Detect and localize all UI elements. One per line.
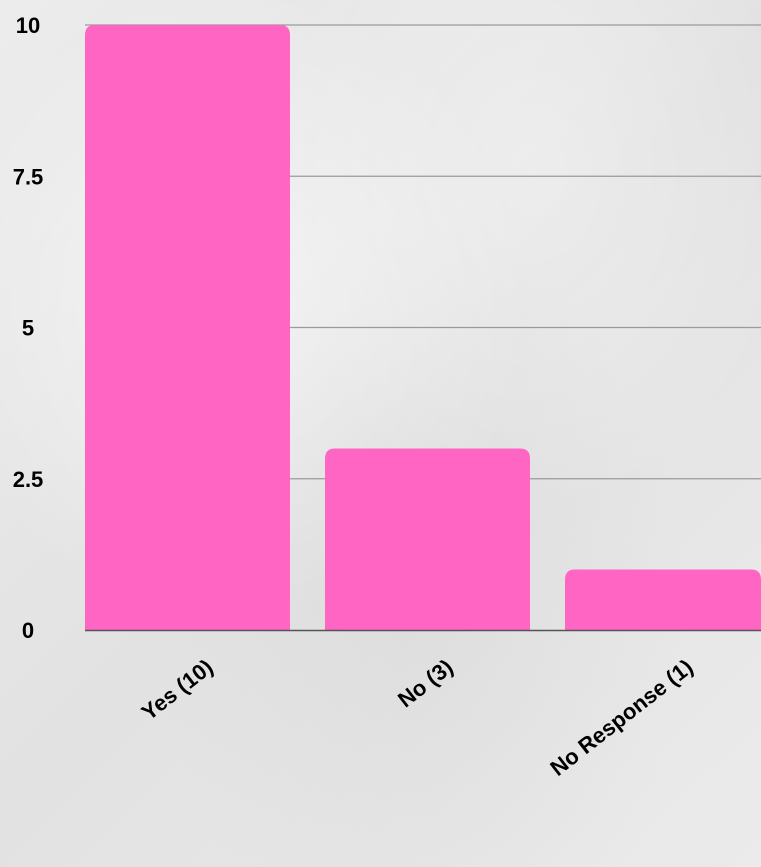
y-tick-labels: 0 2.5 5 7.5 10: [13, 13, 44, 643]
bar: [565, 569, 761, 630]
y-tick-label: 7.5: [13, 164, 44, 189]
x-tick-label: No (3): [393, 654, 458, 712]
bars: [85, 25, 761, 630]
y-tick-label: 5: [22, 316, 34, 341]
bar: [85, 25, 290, 630]
x-tick-labels: Yes (10) No (3) No Response (1): [137, 654, 698, 781]
bar: [325, 448, 530, 630]
x-tick-label: Yes (10): [137, 654, 218, 725]
x-tick-label: No Response (1): [545, 654, 697, 781]
y-tick-label: 10: [16, 13, 40, 38]
y-tick-label: 0: [22, 618, 34, 643]
y-tick-label: 2.5: [13, 467, 44, 492]
